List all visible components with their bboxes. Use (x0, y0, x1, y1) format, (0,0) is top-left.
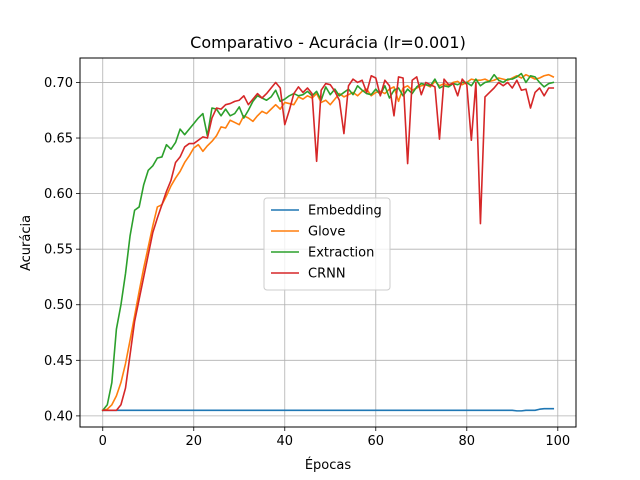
series-line-extraction (101, 72, 555, 412)
x-tick-label: 60 (368, 434, 385, 449)
legend-label-crnn: CRNN (308, 267, 346, 282)
series-line-glove (101, 73, 555, 412)
x-tick-label: 40 (276, 434, 293, 449)
x-tick-label: 0 (99, 434, 107, 449)
y-tick-label: 0.45 (44, 354, 73, 369)
legend: Embedding Glove Extraction CRNN (263, 197, 391, 291)
y-tick-label: 0.70 (44, 76, 73, 91)
x-tick-label: 20 (185, 434, 202, 449)
chart-title: Comparativo - Acurácia (lr=0.001) (190, 33, 466, 52)
series-line-embedding (101, 407, 555, 412)
series-line-crnn (101, 74, 555, 412)
x-axis-label: Épocas (305, 457, 352, 473)
axis-ticks: 0 20 40 60 80 100 0.40 0.45 0.50 0.55 0.60 0.65 0.70 (44, 76, 570, 449)
x-tick-label: 80 (459, 434, 476, 449)
y-tick-label: 0.65 (44, 132, 73, 147)
legend-label-glove: Glove (308, 225, 345, 240)
y-tick-label: 0.55 (44, 243, 73, 258)
legend-label-embedding: Embedding (308, 204, 382, 219)
x-tick-label: 100 (545, 434, 570, 449)
y-axis-label: Acurácia (19, 215, 34, 271)
series-lines (101, 72, 555, 412)
legend-label-extraction: Extraction (308, 246, 374, 261)
y-tick-label: 0.40 (44, 409, 73, 424)
y-tick-label: 0.60 (44, 187, 73, 202)
y-tick-label: 0.50 (44, 298, 73, 313)
legend-box (263, 197, 391, 291)
plot-area-frame (79, 57, 577, 428)
